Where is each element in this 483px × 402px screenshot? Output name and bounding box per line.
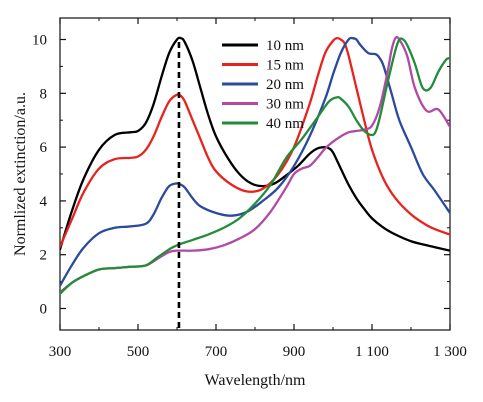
legend-label-0: 10 nm <box>266 38 304 54</box>
x-tick-label: 500 <box>127 344 150 360</box>
y-tick-label: 10 <box>32 33 47 49</box>
legend-label-1: 15 nm <box>266 58 304 74</box>
series-line-3 <box>60 35 450 294</box>
y-tick-label: 2 <box>40 248 48 264</box>
legend-label-4: 40 nm <box>266 116 304 132</box>
legend-label-2: 20 nm <box>266 77 304 93</box>
series-line-2 <box>60 36 450 287</box>
x-axis-label: Wavelength/nm <box>205 372 306 389</box>
tick-labels: 300 500 700 900 1 100 1 300 0 2 4 6 8 10 <box>32 33 467 360</box>
y-tick-label: 4 <box>40 194 48 210</box>
x-tick-label: 300 <box>49 344 72 360</box>
x-tick-label: 700 <box>205 344 228 360</box>
y-tick-label: 6 <box>40 140 48 156</box>
y-axis-label: Normlized extinction/a.u. <box>12 92 29 256</box>
axis-ticks <box>59 18 451 330</box>
x-tick-label: 1 300 <box>433 344 467 360</box>
x-tick-label: 900 <box>283 344 306 360</box>
y-tick-label: 0 <box>40 301 48 317</box>
x-tick-label: 1 100 <box>355 344 389 360</box>
legend-label-3: 30 nm <box>266 97 304 113</box>
y-tick-label: 8 <box>40 86 48 102</box>
legend: 10 nm 15 nm 20 nm 30 nm 40 nm <box>222 38 304 132</box>
series-layer <box>60 35 450 295</box>
series-line-4 <box>60 37 450 295</box>
series-line-0 <box>60 36 450 252</box>
series-line-1 <box>60 36 450 248</box>
